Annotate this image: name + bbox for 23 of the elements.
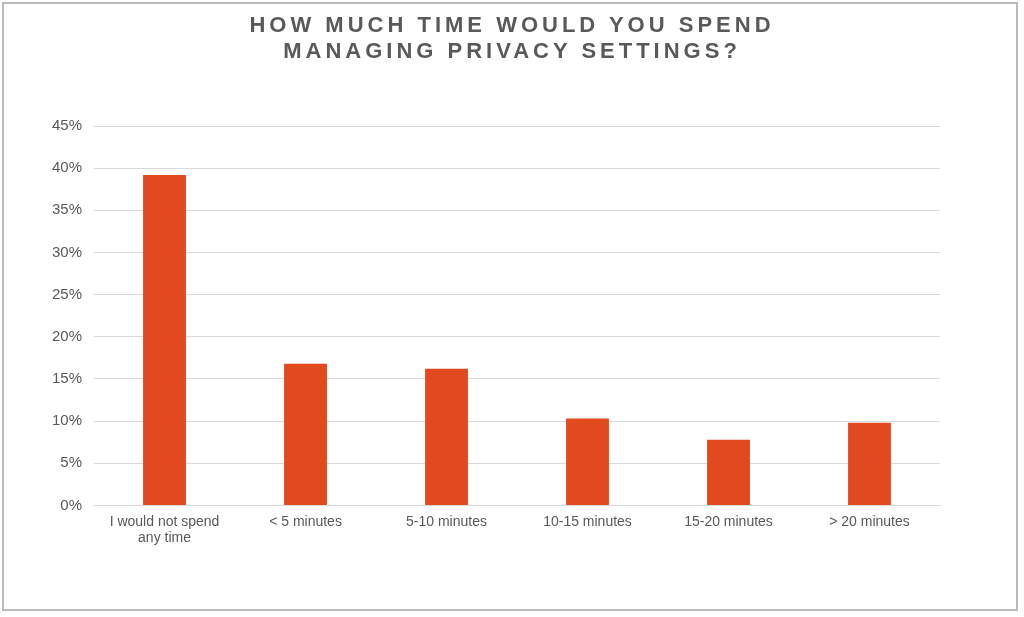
x-tick-label: 10-15 minutes [543, 512, 632, 529]
y-tick-label: 30% [51, 242, 83, 260]
y-tick-label: 35% [51, 200, 83, 218]
x-tick-label: 5-10 minutes [406, 512, 487, 529]
bar [707, 439, 750, 505]
y-tick-label: 20% [51, 326, 83, 344]
y-tick-label: 15% [51, 369, 83, 387]
bar [284, 363, 327, 505]
x-tick-label: 15-20 minutes [684, 512, 773, 529]
y-tick-label: 10% [51, 411, 83, 429]
bar [425, 368, 468, 505]
chart-title: HOW MUCH TIME WOULD YOU SPEND MANAGING PRIVACY SETTINGS? [248, 12, 776, 64]
y-tick-label: 45% [51, 116, 83, 134]
x-tick-label: > 20 minutes [829, 512, 910, 529]
y-tick-label: 25% [51, 284, 83, 302]
x-tick-label: I would not spend any time [109, 512, 220, 546]
y-tick-label: 40% [51, 158, 83, 176]
bar [566, 418, 609, 505]
y-tick-label: 5% [60, 453, 83, 471]
bar [848, 422, 891, 505]
x-tick-label: < 5 minutes [269, 512, 342, 529]
y-tick-label: 0% [60, 495, 83, 513]
bar [143, 174, 186, 505]
